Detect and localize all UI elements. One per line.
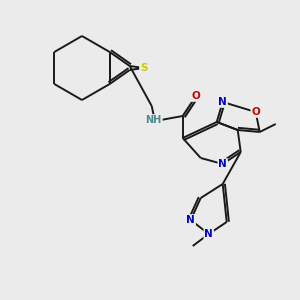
Text: NH: NH	[146, 115, 162, 125]
Text: N: N	[218, 97, 227, 107]
Text: O: O	[191, 91, 200, 101]
Text: O: O	[251, 107, 260, 117]
Text: N: N	[186, 215, 195, 225]
Text: N: N	[218, 159, 227, 169]
Text: N: N	[204, 229, 213, 239]
Text: S: S	[140, 63, 148, 73]
